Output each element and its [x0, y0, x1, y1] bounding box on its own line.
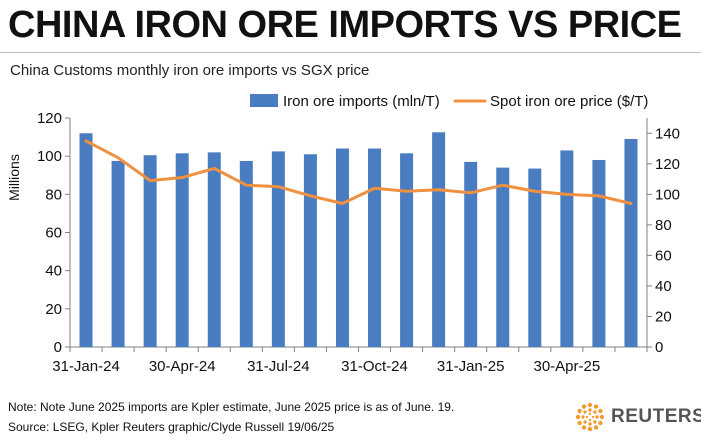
logo-dot — [588, 422, 592, 426]
line-point-price — [534, 190, 536, 192]
source-line: Source: LSEG, Kpler Reuters graphic/Clyd… — [8, 420, 335, 434]
legend-label-price: Spot iron ore price ($/T) — [490, 93, 648, 110]
logo-dot — [588, 412, 592, 416]
line-point-price — [245, 184, 247, 186]
line-point-price — [470, 192, 472, 194]
reuters-logo-text: REUTERS — [611, 406, 701, 427]
right-y-tick-label: 100 — [655, 186, 680, 203]
line-point-price — [85, 140, 87, 142]
line-point-price — [374, 187, 376, 189]
bar-imports — [111, 160, 125, 347]
bar-imports — [400, 153, 414, 347]
reuters-logo: REUTERS — [575, 402, 701, 432]
logo-dot — [588, 408, 592, 412]
x-tick-label: 30-Apr-25 — [534, 358, 601, 375]
logo-dot — [585, 415, 589, 419]
bar-imports — [464, 161, 478, 347]
left-y-tick-label: 100 — [37, 148, 62, 165]
bar-imports — [143, 155, 157, 347]
right-y-tick-label: 0 — [655, 339, 663, 356]
chart-canvas: 0 20 40 60 80 100 120 0 20 40 60 80 100 120 140 31-Jan-… — [6, 93, 680, 375]
left-y-tick-label: 80 — [45, 186, 62, 203]
line-point-price — [277, 186, 279, 188]
bar-imports — [624, 138, 638, 347]
bar-imports — [432, 132, 446, 347]
logo-dot — [587, 402, 593, 408]
logo-dot — [598, 408, 603, 414]
bar-imports — [335, 148, 349, 347]
logo-dot — [577, 408, 582, 414]
logo-dot — [593, 410, 597, 414]
logo-dot — [591, 415, 595, 419]
right-y-tick-label: 20 — [655, 308, 672, 325]
bar-imports — [528, 168, 542, 347]
line-point-price — [149, 180, 151, 182]
logo-dot — [575, 414, 581, 420]
x-tick-label: 31-Oct-24 — [341, 358, 408, 375]
bar-imports — [496, 167, 510, 347]
left-y-tick-label: 0 — [54, 339, 62, 356]
logo-dot — [581, 404, 587, 409]
page-title: CHINA IRON ORE IMPORTS VS PRICE — [8, 4, 682, 46]
bar-imports — [79, 133, 93, 347]
logo-dot — [593, 404, 599, 409]
logo-dot — [593, 425, 599, 430]
line-point-price — [181, 177, 183, 179]
right-y-tick-label: 80 — [655, 217, 672, 234]
bar-imports — [592, 159, 606, 347]
logo-dot — [581, 425, 587, 430]
logo-dot — [581, 415, 585, 419]
bar-imports — [207, 152, 221, 347]
left-y-tick-label: 40 — [45, 263, 62, 280]
logo-dot — [577, 420, 582, 426]
line-point-price — [630, 202, 632, 204]
x-tick-label: 30-Apr-24 — [149, 358, 216, 375]
line-point-price — [406, 190, 408, 192]
y-axis-title: Millions — [6, 154, 22, 201]
right-y-tick-label: 140 — [655, 125, 680, 142]
x-tick-label: 31-Jan-24 — [52, 358, 120, 375]
bar-imports — [271, 151, 285, 347]
right-y-tick-label: 40 — [655, 278, 672, 295]
title-divider — [0, 52, 701, 53]
line-point-price — [438, 189, 440, 191]
legend-swatch-imports — [250, 94, 278, 107]
x-tick-label: 31-Jan-25 — [437, 358, 505, 375]
left-y-tick-label: 20 — [45, 301, 62, 318]
line-price — [84, 139, 633, 205]
legend: Iron ore imports (mln/T) Spot iron ore pr… — [250, 93, 648, 110]
line-point-price — [117, 157, 119, 159]
x-tick-label: 31-Jul-24 — [247, 358, 310, 375]
logo-dot — [587, 426, 593, 432]
logo-dot — [593, 420, 597, 424]
chart-subtitle: China Customs monthly iron ore imports v… — [10, 62, 370, 79]
line-point-price — [566, 193, 568, 195]
bar-imports — [175, 153, 189, 347]
logo-dot — [599, 414, 605, 420]
line-point-price — [598, 195, 600, 197]
right-y-tick-label: 120 — [655, 156, 680, 173]
reuters-dots-icon — [575, 402, 605, 432]
logo-dot — [598, 420, 603, 426]
footnote: Note: Note June 2025 imports are Kpler e… — [8, 400, 455, 414]
line-point-price — [502, 184, 504, 186]
logo-dot — [583, 420, 587, 424]
logo-dot — [583, 410, 587, 414]
legend-label-imports: Iron ore imports (mln/T) — [283, 93, 440, 110]
bar-imports — [560, 150, 574, 347]
logo-dot — [595, 415, 599, 419]
line-point-price — [341, 202, 343, 204]
line-point-price — [309, 195, 311, 197]
logo-dot — [588, 418, 592, 422]
right-y-tick-label: 60 — [655, 247, 672, 264]
left-y-tick-label: 60 — [45, 225, 62, 242]
line-point-price — [213, 167, 215, 169]
bar-imports — [239, 160, 253, 347]
bar-imports — [368, 148, 382, 347]
left-y-tick-label: 120 — [37, 110, 62, 127]
bar-imports — [303, 154, 317, 347]
